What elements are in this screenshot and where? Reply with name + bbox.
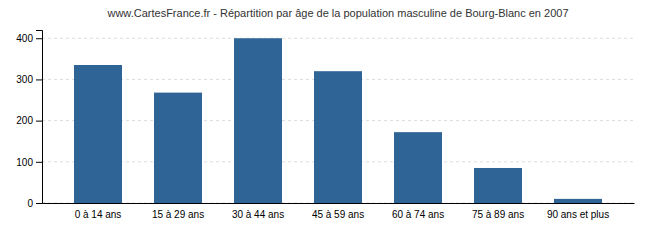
tick-label: 0 à 14 ans bbox=[75, 209, 122, 220]
tick: 100 bbox=[16, 157, 42, 168]
axis-line bbox=[43, 203, 635, 204]
bar bbox=[554, 199, 602, 203]
tick: 15 à 29 ans bbox=[152, 209, 204, 220]
bar bbox=[314, 71, 362, 203]
tick-mark bbox=[36, 203, 42, 204]
tick: 0 bbox=[27, 198, 42, 209]
bar bbox=[154, 93, 202, 203]
tick: 30 à 44 ans bbox=[232, 209, 284, 220]
tick-mark bbox=[36, 162, 42, 163]
bar bbox=[474, 168, 522, 203]
tick-mark bbox=[36, 79, 42, 80]
tick: 90 ans et plus bbox=[547, 209, 609, 220]
tick-label: 400 bbox=[16, 33, 33, 44]
axis-line bbox=[36, 31, 43, 204]
tick: 400 bbox=[16, 33, 42, 44]
chart-svg: 0 100 200 300 400 0 à 14 ans 15 à 29 ans 30 à 4… bbox=[0, 0, 650, 229]
tick-label: 100 bbox=[16, 157, 33, 168]
y-axis: 0 100 200 300 400 bbox=[16, 31, 42, 209]
tick: 75 à 89 ans bbox=[472, 209, 524, 220]
tick-label: 0 bbox=[27, 198, 33, 209]
tick: 45 à 59 ans bbox=[312, 209, 364, 220]
grid-line bbox=[42, 38, 634, 39]
tick-mark bbox=[36, 121, 42, 122]
tick: 300 bbox=[16, 74, 42, 85]
tick-mark bbox=[36, 38, 42, 39]
bar bbox=[234, 38, 282, 203]
tick-label: 300 bbox=[16, 74, 33, 85]
tick: 0 à 14 ans bbox=[75, 209, 122, 220]
bars bbox=[74, 38, 602, 203]
x-axis: 0 à 14 ans 15 à 29 ans 30 à 44 ans 45 à 59 … bbox=[43, 204, 635, 221]
tick: 60 à 74 ans bbox=[392, 209, 444, 220]
title: www.CartesFrance.fr - Répartition par âg… bbox=[106, 7, 568, 19]
tick-label: 45 à 59 ans bbox=[312, 209, 364, 220]
tick-label: 60 à 74 ans bbox=[392, 209, 444, 220]
tick: 200 bbox=[16, 115, 42, 126]
tick-label: 200 bbox=[16, 115, 33, 126]
chart-container: 0 100 200 300 400 0 à 14 ans 15 à 29 ans 30 à 4… bbox=[0, 0, 650, 229]
bar bbox=[74, 65, 122, 203]
grid bbox=[42, 38, 634, 203]
tick-label: 15 à 29 ans bbox=[152, 209, 204, 220]
tick-label: 90 ans et plus bbox=[547, 209, 609, 220]
tick-label: 75 à 89 ans bbox=[472, 209, 524, 220]
tick-label: 30 à 44 ans bbox=[232, 209, 284, 220]
bar bbox=[394, 132, 442, 203]
